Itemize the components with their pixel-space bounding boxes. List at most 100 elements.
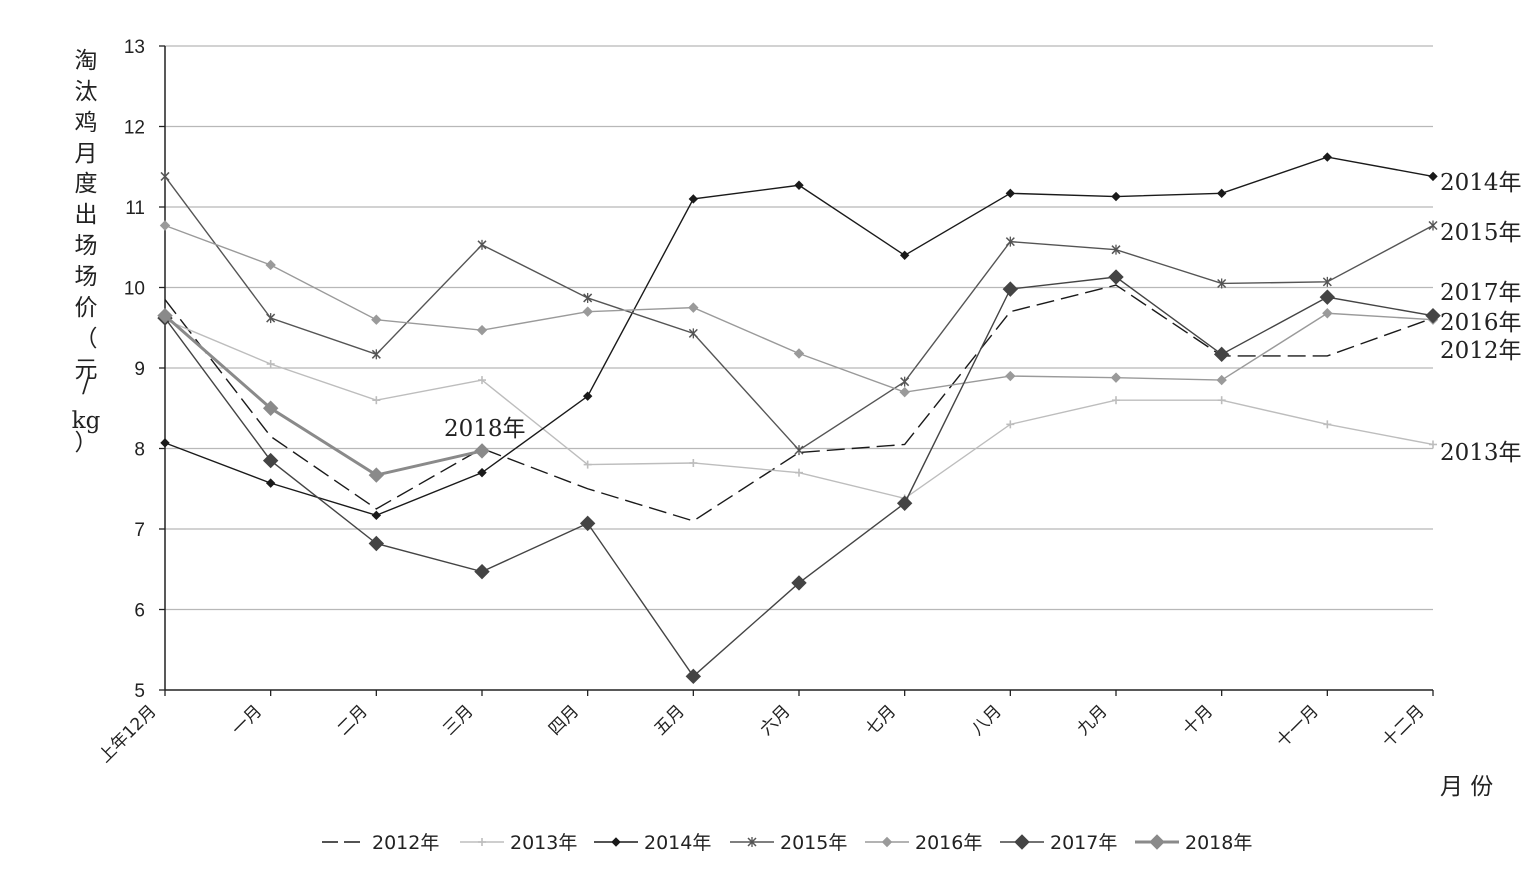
point-2016年-11	[1322, 308, 1333, 319]
point-2017年-7	[896, 495, 913, 511]
legend-label-2016年: 2016年	[915, 832, 982, 854]
legend: 2012年 2013年 2014年 2015年 2016年 2017年 2018年	[322, 832, 1252, 854]
point-2015年-1	[266, 313, 276, 324]
point-2016年-2	[371, 314, 382, 325]
point-2016年-4	[582, 306, 593, 317]
y-tick-label-11: 11	[125, 198, 145, 219]
point-2017年-3	[474, 563, 490, 580]
point-2014年-12	[1428, 171, 1438, 182]
point-2016年-5	[688, 302, 699, 313]
point-2018年-0	[157, 307, 173, 324]
y-axis-label-char-13: ）	[75, 430, 98, 456]
point-2015年-10	[1217, 278, 1227, 289]
annotation-2018年: 2018年	[444, 416, 526, 442]
point-2014年-11	[1322, 152, 1333, 162]
point-2017年-11	[1319, 289, 1336, 305]
point-2016年-7	[899, 386, 910, 398]
x-tick-label-11: 十一月	[1273, 701, 1323, 751]
y-tick-label-8: 8	[134, 440, 145, 461]
point-2014年-6	[794, 180, 804, 190]
point-2016年-3	[476, 324, 488, 336]
legend-marker-2016年	[881, 836, 893, 848]
legend-item-2016年: 2016年	[865, 832, 982, 854]
point-2015年-7	[900, 376, 910, 387]
legend-label-2015年: 2015年	[780, 832, 847, 854]
legend-label-2012年: 2012年	[372, 832, 439, 854]
annotation-2017年: 2017年	[1440, 280, 1522, 306]
point-2015年-2	[371, 349, 381, 360]
point-2015年-6	[794, 445, 804, 456]
point-2015年-4	[583, 292, 593, 303]
y-axis-label-char-2: 鸡	[75, 110, 98, 136]
series-line-2015年	[164, 175, 1434, 452]
y-tick-label-13: 13	[124, 37, 145, 58]
y-axis-label-char-9: （	[75, 326, 98, 352]
gridlines	[165, 45, 1433, 611]
x-tick-label-7: 七月	[862, 701, 900, 739]
legend-label-2013年: 2013年	[510, 832, 577, 854]
y-axis-label-char-0: 淘	[75, 48, 98, 74]
y-axis-label-char-5: 出	[75, 202, 98, 228]
y-tick-label-12: 12	[124, 118, 145, 139]
point-2013年-6	[795, 468, 803, 477]
point-2014年-4	[582, 391, 593, 401]
annotation-2014年: 2014年	[1440, 170, 1522, 196]
point-2017年-8	[1002, 281, 1019, 297]
y-axis-label-char-7: 场	[75, 264, 98, 290]
y-tick-label-6: 6	[134, 601, 145, 622]
legend-item-2012年: 2012年	[322, 832, 439, 854]
series-2014年	[160, 152, 1438, 521]
series-2013年	[161, 315, 1437, 503]
y-tick-label-9: 9	[134, 359, 145, 380]
x-tick-label-0: 上年12月	[95, 701, 161, 767]
y-tick-label-5: 5	[134, 681, 145, 702]
series-line-2012年	[164, 284, 1434, 522]
point-2017年-5	[685, 668, 702, 685]
point-2018年-3	[474, 443, 490, 459]
point-2016年-1	[265, 259, 276, 271]
point-2013年-5	[689, 458, 698, 467]
annotation-2016年: 2016年	[1440, 310, 1522, 336]
x-tick-label-9: 九月	[1073, 701, 1111, 739]
point-2016年-9	[1110, 372, 1122, 383]
x-tick-label-6: 六月	[756, 701, 794, 739]
point-2016年-6	[793, 348, 805, 359]
y-tick-label-7: 7	[134, 520, 145, 541]
point-2013年-4	[583, 460, 592, 469]
series-line-2016年	[164, 224, 1434, 393]
x-tick-label-4: 四月	[545, 701, 583, 739]
point-2015年-0	[160, 171, 170, 182]
point-2015年-3	[477, 239, 487, 250]
series-2017年	[157, 269, 1441, 685]
point-2014年-3	[477, 467, 487, 478]
legend-marker-2013年	[478, 838, 486, 846]
y-tick-label-10: 10	[124, 279, 145, 300]
point-2014年-1	[265, 478, 276, 488]
point-2014年-0	[160, 438, 170, 448]
series-2018年	[157, 307, 490, 483]
y-axis-label-char-10: 元	[75, 357, 98, 383]
x-tick-label-5: 五月	[651, 701, 689, 739]
x-axis-label: 月 份	[1440, 774, 1493, 800]
point-2013年-2	[372, 396, 381, 405]
y-axis-label-char-4: 度	[75, 171, 98, 197]
y-axis-label-char-8: 价	[75, 295, 98, 321]
legend-label-2018年: 2018年	[1185, 832, 1252, 854]
point-2015年-8	[1005, 236, 1015, 247]
point-2018年-1	[262, 400, 279, 416]
point-2017年-10	[1213, 346, 1230, 363]
legend-item-2015年: 2015年	[730, 832, 847, 854]
y-tick-labels: 5 6 7 8 9 10 11 12 13	[124, 37, 145, 702]
point-2013年-3	[478, 376, 486, 385]
point-2016年-0	[159, 220, 171, 231]
legend-marker-2018年	[1149, 834, 1165, 850]
legend-item-2018年: 2018年	[1135, 832, 1252, 854]
x-tick-labels: 上年12月 一月 二月 三月 四月 五月 六月 七月 八月 九月 十月 十一月 十二月	[95, 701, 1429, 767]
point-2014年-8	[1005, 188, 1016, 199]
legend-marker-2015年	[747, 837, 757, 847]
x-tick-label-12: 十二月	[1378, 701, 1428, 751]
legend-label-2014年: 2014年	[644, 832, 711, 854]
